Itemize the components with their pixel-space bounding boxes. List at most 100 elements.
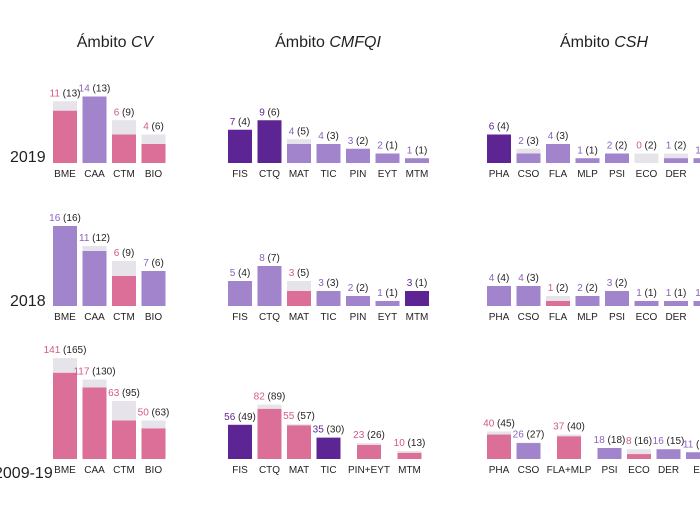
category-label: MLP bbox=[577, 312, 598, 323]
value-bar bbox=[112, 276, 136, 306]
row-label: 2009-19 bbox=[0, 465, 53, 482]
value-label: 11 (11) bbox=[683, 439, 700, 450]
value-label: 5 (4) bbox=[230, 268, 251, 279]
category-label: MLP bbox=[577, 169, 598, 180]
category-label: FLA+MLP bbox=[547, 465, 592, 476]
value-label: 56 (49) bbox=[224, 412, 256, 423]
value-bar bbox=[83, 251, 107, 306]
value-bar bbox=[487, 286, 511, 306]
category-label: BME bbox=[54, 169, 76, 180]
value-label: 16 (16) bbox=[49, 213, 81, 224]
column-title: Ámbito CMFQI bbox=[275, 32, 381, 51]
value-bar bbox=[142, 428, 166, 459]
value-label: 0 (2) bbox=[636, 141, 657, 152]
value-bar bbox=[346, 296, 370, 306]
value-label: 3 (5) bbox=[289, 268, 310, 279]
value-label: 63 (95) bbox=[108, 388, 140, 399]
value-bar bbox=[112, 135, 136, 164]
category-label: CAA bbox=[84, 169, 105, 180]
value-label: 8 (7) bbox=[259, 253, 280, 264]
category-label: MTM bbox=[406, 312, 429, 323]
value-label: 16 (15) bbox=[653, 436, 685, 447]
value-label: 1 (1) bbox=[636, 288, 657, 299]
value-bar bbox=[405, 291, 429, 306]
prev-bar bbox=[635, 154, 659, 164]
category-label: CTQ bbox=[259, 169, 280, 180]
value-bar bbox=[53, 226, 77, 306]
category-label: PSI bbox=[609, 169, 625, 180]
category-label: MTM bbox=[406, 169, 429, 180]
value-bar bbox=[83, 388, 107, 460]
value-label: 1 (1) bbox=[407, 145, 428, 156]
value-label: 23 (26) bbox=[353, 430, 385, 441]
value-bar bbox=[664, 158, 688, 163]
value-label: 6 (9) bbox=[114, 107, 135, 118]
value-bar bbox=[53, 111, 77, 163]
value-label: 2 (2) bbox=[607, 141, 628, 152]
value-label: 1 (1) bbox=[695, 288, 700, 299]
value-label: 3 (2) bbox=[348, 136, 369, 147]
value-bar bbox=[605, 154, 629, 164]
value-bar bbox=[598, 448, 622, 459]
category-label: PIN+EYT bbox=[348, 465, 390, 476]
value-bar bbox=[664, 301, 688, 306]
value-bar bbox=[517, 286, 541, 306]
value-label: 1 (2) bbox=[666, 141, 687, 152]
value-label: 3 (2) bbox=[607, 278, 628, 289]
value-bar bbox=[694, 158, 700, 163]
value-bar bbox=[557, 436, 581, 459]
value-bar bbox=[287, 144, 311, 163]
value-bar bbox=[317, 291, 341, 306]
category-label: ECO bbox=[636, 312, 658, 323]
value-label: 4 (3) bbox=[318, 131, 339, 142]
value-bar bbox=[376, 154, 400, 164]
value-bar bbox=[405, 158, 429, 163]
value-label: 4 (6) bbox=[143, 122, 164, 133]
category-label: BIO bbox=[145, 465, 162, 476]
value-bar bbox=[53, 373, 77, 459]
category-label: PSI bbox=[601, 465, 617, 476]
value-label: 55 (57) bbox=[283, 411, 315, 422]
category-label: EYT bbox=[378, 312, 397, 323]
value-bar bbox=[576, 296, 600, 306]
category-label: FIS bbox=[232, 312, 248, 323]
value-bar bbox=[83, 97, 107, 164]
category-label: CTM bbox=[113, 465, 135, 476]
value-label: 1 (1) bbox=[695, 145, 700, 156]
value-bar bbox=[287, 291, 311, 306]
category-label: CTM bbox=[113, 312, 135, 323]
value-bar bbox=[346, 149, 370, 163]
value-bar bbox=[258, 120, 282, 163]
value-label: 1 (1) bbox=[577, 145, 598, 156]
value-label: 40 (45) bbox=[483, 419, 515, 430]
column-title: Ámbito CSH bbox=[560, 32, 648, 51]
category-label: TIC bbox=[320, 312, 336, 323]
value-label: 9 (6) bbox=[259, 107, 280, 118]
value-label: 10 (13) bbox=[394, 438, 426, 449]
value-label: 7 (6) bbox=[143, 258, 164, 269]
value-bar bbox=[517, 443, 541, 459]
value-label: 50 (63) bbox=[138, 408, 170, 419]
value-label: 2 (2) bbox=[348, 283, 369, 294]
value-bar bbox=[576, 158, 600, 163]
value-label: 2 (2) bbox=[577, 283, 598, 294]
category-label: PHA bbox=[489, 465, 510, 476]
value-label: 3 (1) bbox=[407, 278, 428, 289]
value-bar bbox=[287, 425, 311, 459]
category-label: ECO bbox=[628, 465, 650, 476]
category-label: BIO bbox=[145, 169, 162, 180]
value-label: 18 (18) bbox=[594, 435, 626, 446]
category-label: FIS bbox=[232, 465, 248, 476]
value-bar bbox=[376, 301, 400, 306]
value-label: 11 (13) bbox=[50, 88, 81, 99]
value-label: 8 (16) bbox=[626, 436, 652, 447]
row-label: 2018 bbox=[10, 293, 46, 310]
value-bar bbox=[112, 421, 136, 460]
value-label: 1 (1) bbox=[377, 288, 398, 299]
value-bar bbox=[627, 454, 651, 459]
value-label: 11 (12) bbox=[79, 233, 110, 244]
value-bar bbox=[142, 144, 166, 163]
value-bar bbox=[317, 438, 341, 459]
category-label: EYT bbox=[378, 169, 397, 180]
